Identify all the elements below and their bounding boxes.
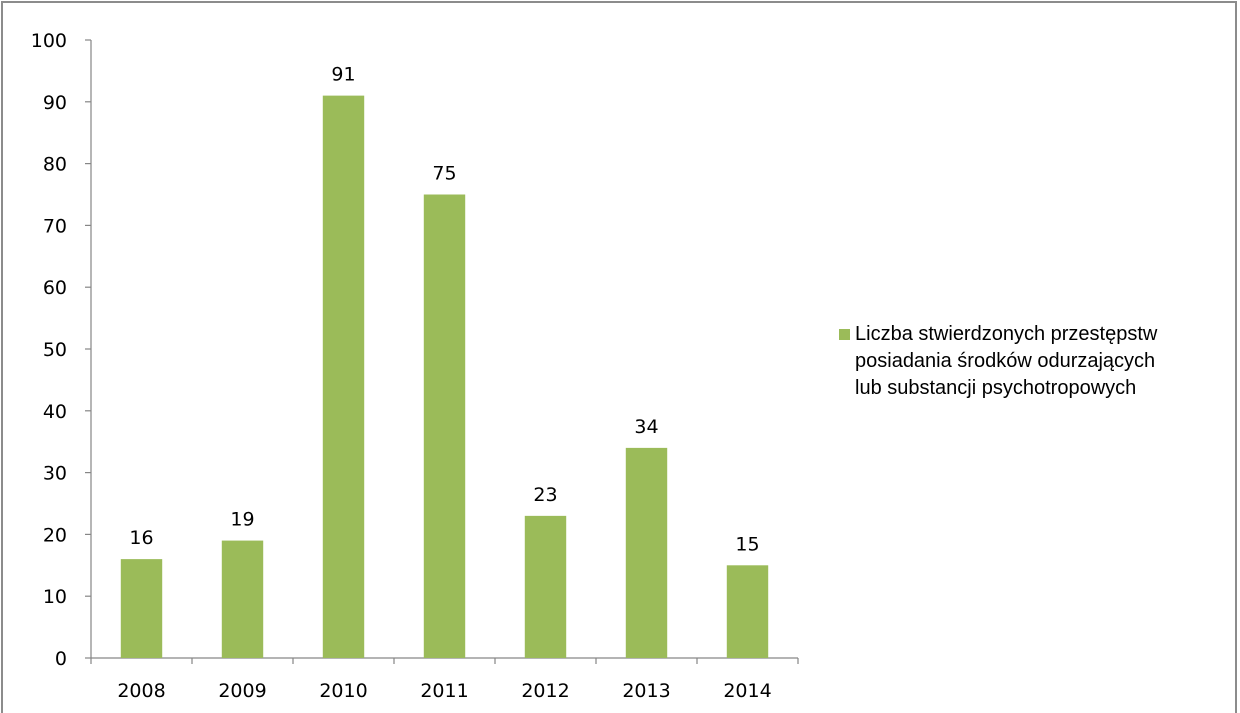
bar-2014: [726, 565, 769, 658]
data-label-2008: 16: [129, 527, 153, 549]
data-labels: 16 19 91 75 23 34 15: [129, 64, 759, 556]
x-tick-label-2011: 2011: [420, 680, 468, 702]
data-label-2014: 15: [735, 533, 759, 555]
data-label-2013: 34: [634, 416, 658, 438]
y-tick-label: 80: [43, 154, 67, 176]
legend-label: Liczba stwierdzonych przestępstw posiada…: [855, 321, 1235, 402]
bar-2011: [423, 194, 466, 658]
legend-line-1: Liczba stwierdzonych przestępstw: [855, 323, 1158, 345]
bar-2013: [625, 447, 668, 658]
y-tick-label: 50: [43, 339, 67, 361]
legend-swatch: [839, 329, 850, 340]
y-tick-label: 20: [43, 524, 67, 546]
y-tick-label: 90: [43, 92, 67, 114]
x-tick-label-2010: 2010: [319, 680, 367, 702]
data-label-2012: 23: [533, 484, 557, 506]
legend: Liczba stwierdzonych przestępstw posiada…: [839, 321, 1235, 402]
x-tick-label-2008: 2008: [117, 680, 165, 702]
legend-line-3: lub substancji psychotropowych: [855, 377, 1137, 399]
x-tick-label-2009: 2009: [218, 680, 266, 702]
bars: [120, 95, 769, 659]
bar-2009: [221, 540, 264, 658]
y-tick-label: 10: [43, 586, 67, 608]
data-label-2009: 19: [230, 509, 254, 531]
y-tick-label: 100: [31, 30, 67, 52]
bar-2012: [524, 515, 567, 658]
y-axis: 0 10 20 30 40 50 60 70 80 90 100: [31, 30, 92, 670]
bar-2010: [322, 95, 365, 659]
x-tick-label-2014: 2014: [723, 680, 771, 702]
bar-2008: [120, 559, 163, 658]
y-tick-label: 0: [55, 648, 67, 670]
y-tick-label: 60: [43, 277, 67, 299]
x-tick-label-2012: 2012: [521, 680, 569, 702]
data-label-2010: 91: [331, 64, 355, 86]
x-tick-label-2013: 2013: [622, 680, 670, 702]
data-label-2011: 75: [432, 163, 456, 185]
legend-line-2: posiadania środków odurzających: [855, 350, 1156, 372]
y-tick-label: 30: [43, 463, 67, 485]
x-axis: 2008 2009 2010 2011 2012 2013 2014: [90, 657, 799, 702]
y-tick-label: 70: [43, 215, 67, 237]
y-tick-label: 40: [43, 401, 67, 423]
